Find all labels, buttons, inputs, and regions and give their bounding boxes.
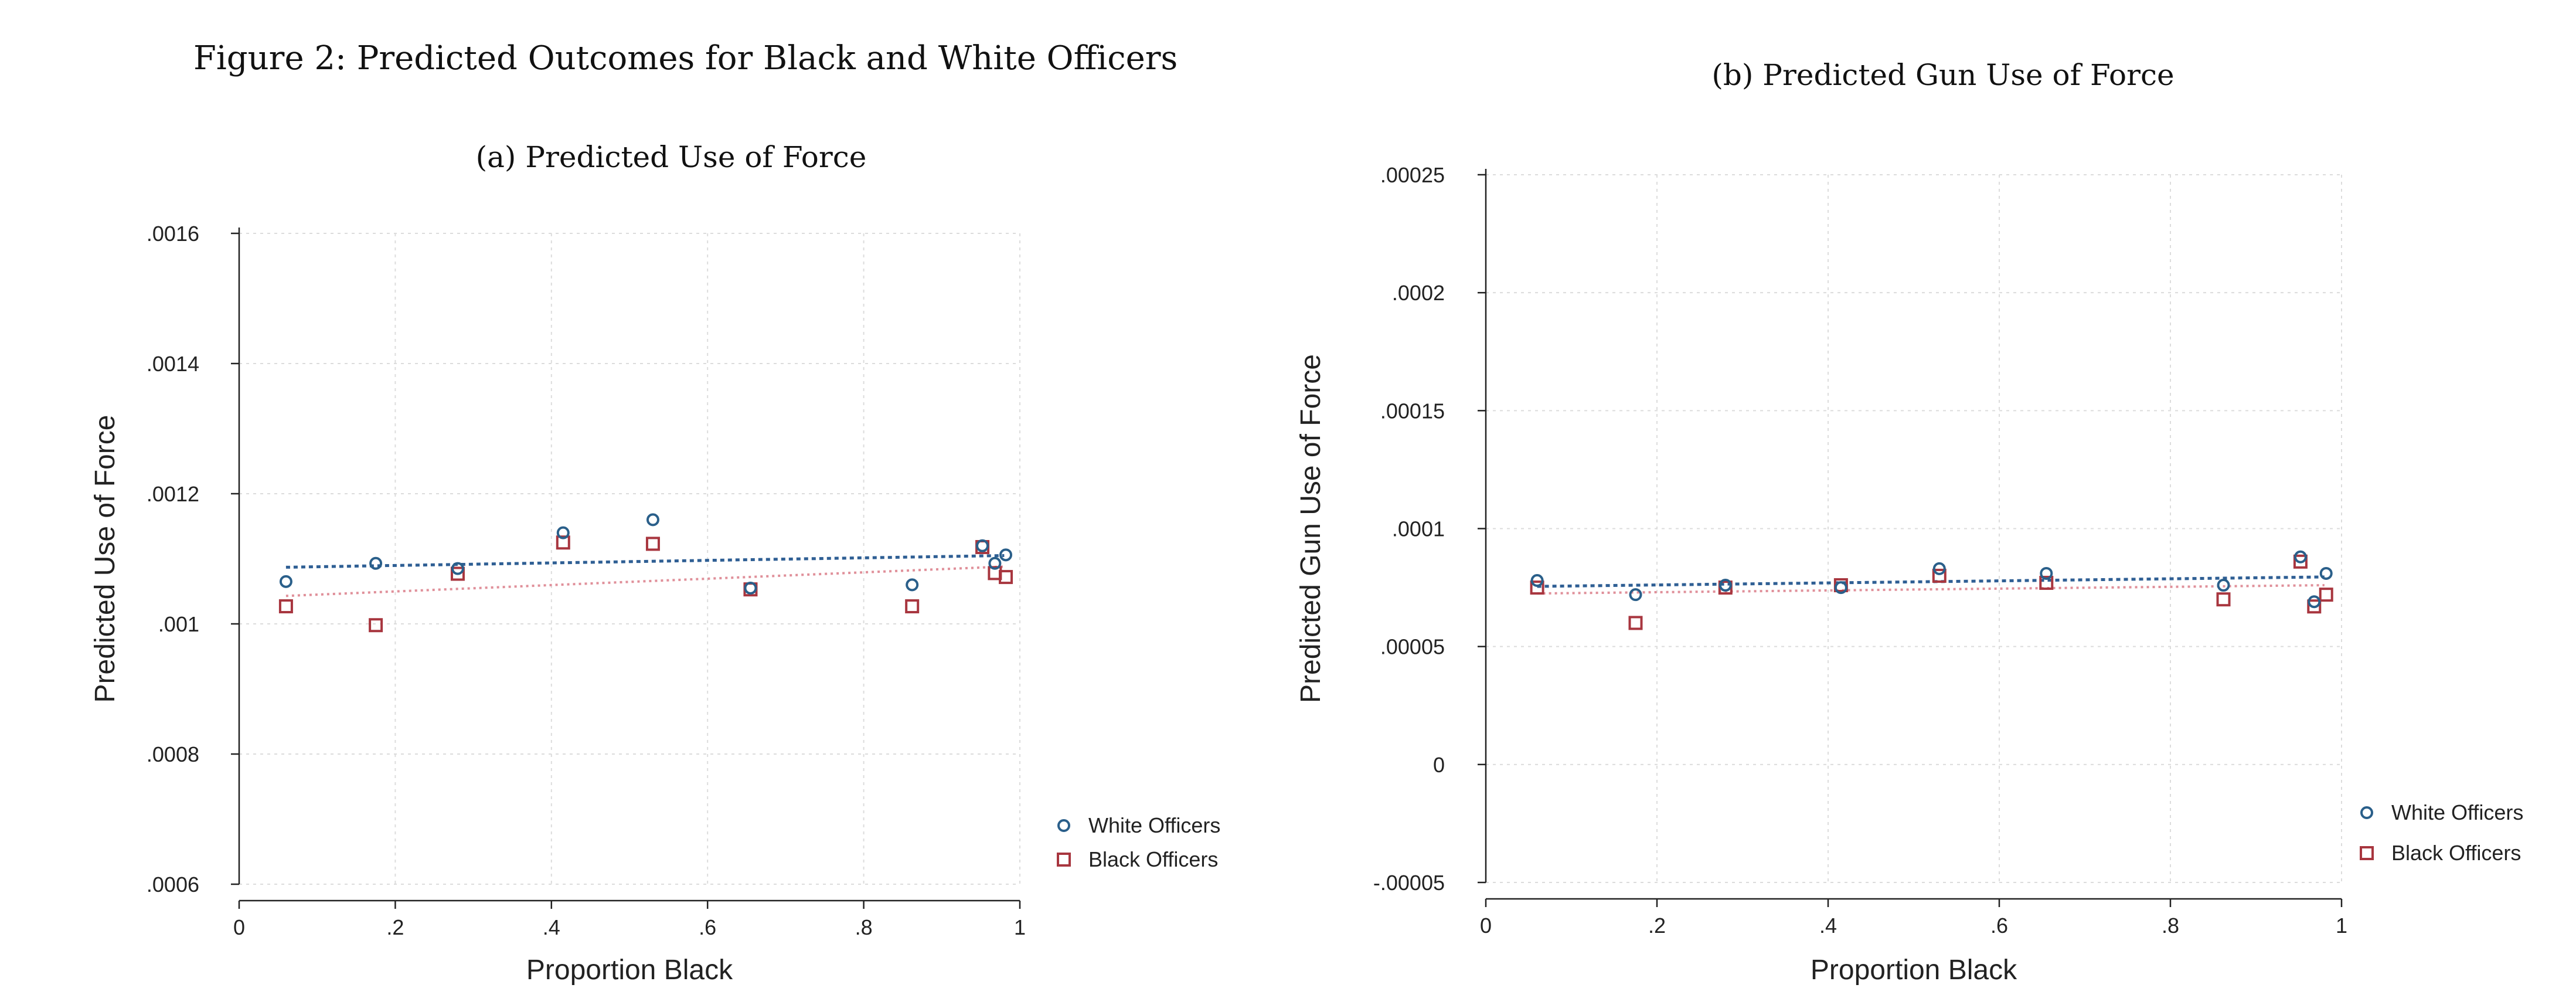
- white-officers-point: [744, 581, 757, 595]
- white-officers-point: [2040, 566, 2053, 580]
- white-officers-point: [556, 526, 570, 539]
- y-tick-label: .0006: [147, 872, 199, 897]
- white-officers-point: [2293, 550, 2307, 563]
- black-officers-point: [2216, 592, 2231, 607]
- y-tick-label: .0002: [1392, 281, 1445, 305]
- white-officers-point: [369, 556, 383, 570]
- black-officers-point: [450, 566, 465, 581]
- white-officers-point: [999, 548, 1013, 562]
- x-tick-label: 1: [1014, 915, 1026, 939]
- chart-title: (b) Predicted Gun Use of Force: [1711, 58, 2174, 92]
- y-tick-label: -.00005: [1373, 871, 1445, 895]
- x-tick-label: .4: [1819, 914, 1837, 938]
- chart-a: (a) Predicted Use of Force .0006 .0008 .001…: [90, 140, 1220, 986]
- y-tick-label: .00025: [1380, 163, 1445, 187]
- y-tick-label: .0001: [1392, 517, 1445, 541]
- white-officers-point: [451, 562, 464, 575]
- white-officers-point: [1834, 581, 1847, 595]
- black-officers-point: [278, 599, 293, 614]
- y-tick-label: .00015: [1380, 399, 1445, 423]
- white-officers-point: [2217, 579, 2230, 592]
- y-axis-label: Predicted Gun Use of Force: [1295, 354, 1326, 703]
- white-officers-point: [1719, 579, 1732, 592]
- chart-b: (b) Predicted Gun Use of Force -.00005 0 .0…: [1295, 58, 2523, 986]
- x-tick-label: .4: [543, 915, 560, 939]
- black-officers-point: [2039, 576, 2054, 590]
- y-tick-label: .00005: [1380, 635, 1445, 659]
- y-tick-label: .0008: [147, 742, 199, 766]
- black-officers-point: [369, 618, 383, 633]
- y-tick-label: .0014: [147, 352, 199, 376]
- white-officers-fit-line: [1537, 575, 2325, 588]
- x-tick-label: .6: [1990, 914, 2008, 938]
- legend-white-officers: White Officers: [2391, 800, 2523, 824]
- white-officers-point: [988, 556, 1002, 570]
- black-officers-point: [2307, 599, 2322, 614]
- x-axis-label: Proportion Black: [526, 955, 733, 986]
- x-axis-label: Proportion Black: [1811, 955, 2017, 986]
- legend-square-icon: [1057, 853, 1071, 867]
- y-tick-label: .001: [158, 612, 199, 636]
- black-officers-fit-line: [285, 565, 1005, 597]
- x-tick-label: .2: [386, 915, 404, 939]
- white-officers-point: [1530, 574, 1544, 588]
- white-officers-point: [279, 575, 292, 588]
- white-officers-point: [976, 539, 989, 552]
- x-tick-label: .6: [699, 915, 716, 939]
- black-officers-point: [2319, 588, 2333, 602]
- y-axis-label: Predicted Use of Force: [90, 415, 121, 703]
- x-tick-label: .8: [2162, 914, 2179, 938]
- white-officers-fit-line: [285, 554, 1005, 569]
- x-tick-label: .8: [855, 915, 873, 939]
- white-officers-point: [1932, 562, 1946, 575]
- black-officers-point: [999, 570, 1013, 585]
- chart-title: (a) Predicted Use of Force: [476, 140, 867, 174]
- black-officers-point: [1530, 580, 1544, 595]
- legend-black-officers: Black Officers: [2391, 841, 2521, 865]
- white-officers-point: [2308, 595, 2321, 609]
- y-tick-label: .0016: [147, 222, 199, 246]
- legend-black-officers: Black Officers: [1088, 847, 1218, 871]
- x-tick-label: 1: [2336, 914, 2347, 938]
- legend-white-officers: White Officers: [1088, 813, 1220, 837]
- white-officers-point: [906, 578, 919, 592]
- x-tick-label: .2: [1648, 914, 1666, 938]
- legend-circle-icon: [1057, 819, 1070, 832]
- black-officers-point: [645, 537, 660, 551]
- legend-square-icon: [2360, 846, 2374, 860]
- black-officers-point: [1932, 568, 1947, 583]
- black-officers-point: [905, 599, 920, 614]
- black-officers-point: [2293, 554, 2308, 569]
- white-officers-point: [1629, 588, 1642, 602]
- y-tick-label: .0012: [147, 482, 199, 506]
- white-officers-point: [646, 513, 659, 527]
- x-tick-label: 0: [1480, 914, 1492, 938]
- figure-title: Figure 2: Predicted Outcomes for Black a…: [193, 39, 1178, 77]
- y-tick-label: 0: [1433, 753, 1445, 777]
- black-officers-point: [556, 535, 570, 550]
- black-officers-fit-line: [1537, 584, 2325, 595]
- x-tick-label: 0: [233, 915, 245, 939]
- white-officers-point: [2319, 566, 2333, 580]
- legend-circle-icon: [2360, 806, 2373, 819]
- black-officers-point: [1628, 616, 1643, 630]
